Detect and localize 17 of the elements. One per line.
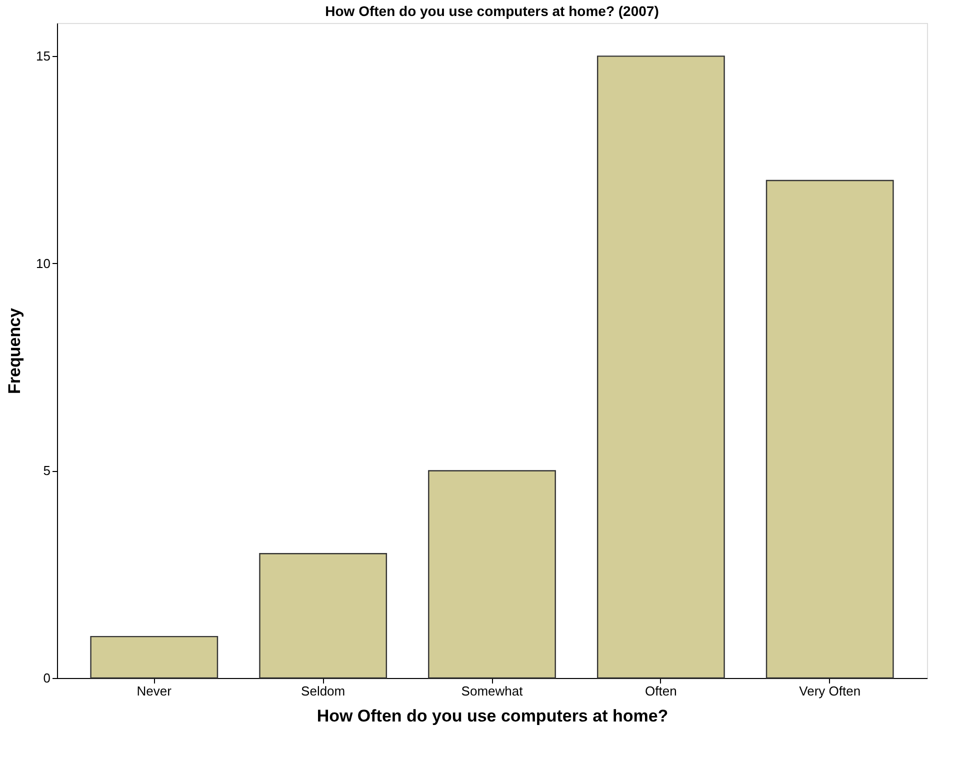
bar (766, 180, 894, 679)
x-tick-label: Very Often (799, 684, 861, 698)
y-tick-label: 10 (36, 256, 50, 271)
y-tick-label: 5 (43, 463, 50, 478)
y-tick-label: 0 (43, 670, 50, 686)
x-tick-label: Seldom (301, 684, 346, 698)
bar (259, 553, 388, 679)
bar (596, 56, 725, 679)
chart-title: How Often do you use computers at home? (2007) (325, 3, 659, 19)
y-axis-title: Frequency (5, 307, 24, 394)
x-axis-title: How Often do you use computers at home? (316, 706, 668, 726)
bar (428, 470, 556, 679)
x-tick-label: Never (136, 684, 172, 698)
bar (90, 636, 218, 679)
x-tick-label: Often (645, 684, 677, 698)
y-tick-label: 15 (36, 48, 50, 64)
x-tick-label: Somewhat (461, 684, 524, 698)
